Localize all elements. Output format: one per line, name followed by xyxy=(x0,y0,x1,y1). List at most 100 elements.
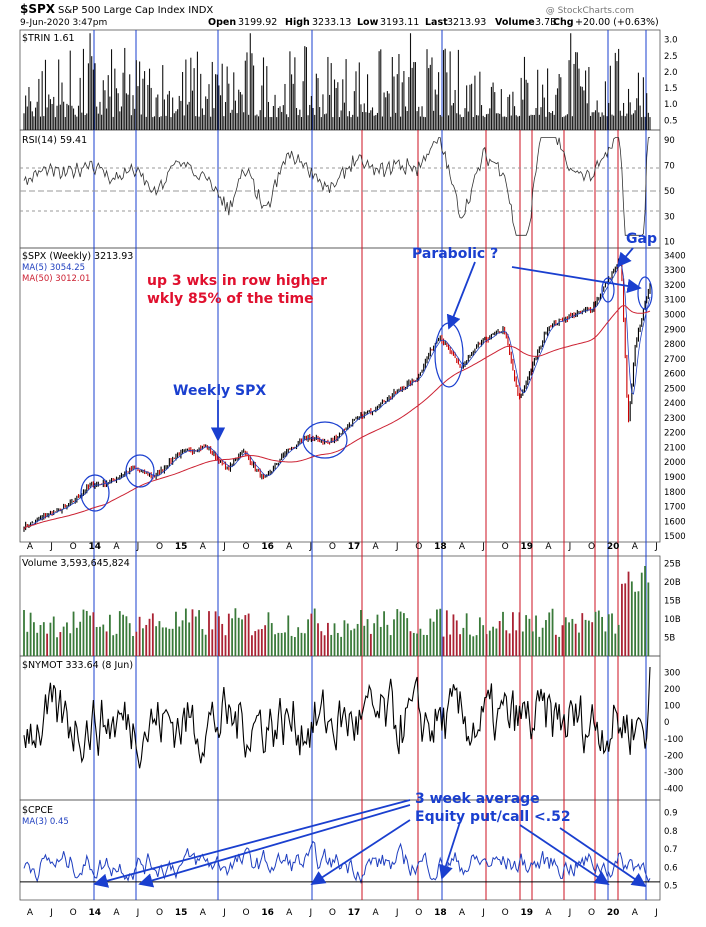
x-tick-label: A xyxy=(459,908,466,918)
x-tick-label: 16 xyxy=(261,542,274,552)
high-label: High xyxy=(285,17,310,28)
volume-bar xyxy=(317,623,319,656)
volume-bar xyxy=(122,614,125,656)
volume-bar xyxy=(198,610,200,656)
x-tick-label: A xyxy=(27,542,34,552)
volume-bar xyxy=(545,620,547,656)
volume-bar xyxy=(373,623,376,656)
x-tick-label: J xyxy=(49,908,53,918)
price-y-tick: 2800 xyxy=(664,340,686,350)
x-tick-label: J xyxy=(222,908,226,918)
annotation-circle xyxy=(302,421,348,459)
volume-bar xyxy=(558,636,561,656)
volume-bar xyxy=(264,625,267,656)
x-tick-label: 18 xyxy=(434,542,447,552)
tick-labels: A A J J O O 14 14 A A J J O O 15 15 A A J J O O 16 16 A A J J O O 17 17… xyxy=(27,36,686,918)
volume-bar xyxy=(66,622,68,656)
volume-bar xyxy=(419,628,422,656)
volume-bar xyxy=(432,621,435,656)
cpce-y-tick: 0.6 xyxy=(664,863,678,873)
chg-label: Chg xyxy=(553,17,574,28)
x-tick-label: J xyxy=(654,542,658,552)
volume-bar xyxy=(350,630,352,656)
volume-bar xyxy=(465,613,468,656)
x-tick-label: O xyxy=(70,542,77,552)
volume-bar xyxy=(33,622,35,656)
volume-bar xyxy=(56,637,58,656)
x-tick-label: O xyxy=(156,542,163,552)
volume-bar xyxy=(640,572,643,656)
volume-bar xyxy=(221,623,224,656)
volume-bar xyxy=(538,636,541,656)
volume-bar xyxy=(231,618,234,656)
nymot-y-tick: 0 xyxy=(664,718,669,728)
volume-bar xyxy=(89,615,91,656)
x-tick-label: 15 xyxy=(175,908,188,918)
volume-bar xyxy=(548,612,551,656)
x-tick-label: A xyxy=(459,542,466,552)
arrow-cpce-low-2018 xyxy=(439,821,461,880)
open-value: 3199.92 xyxy=(238,17,277,28)
volume-bar xyxy=(528,618,531,656)
x-tick-label: O xyxy=(415,908,422,918)
price-y-tick: 3200 xyxy=(664,281,686,291)
volume-bar xyxy=(280,632,283,656)
x-tick-label: O xyxy=(242,542,249,552)
volume-bar xyxy=(502,611,504,656)
arrow-parabolic-gap xyxy=(511,266,642,294)
volume-bar xyxy=(644,566,646,656)
volume-bar xyxy=(399,611,402,656)
volume-bar xyxy=(158,621,161,656)
volume-bar xyxy=(320,631,323,656)
nymot-y-tick: 200 xyxy=(664,685,680,695)
chg-value: +20.00 (+0.63%) xyxy=(575,17,659,28)
volume-bar xyxy=(498,621,501,656)
volume-bar xyxy=(485,634,488,656)
annotation-stat-line2: wkly 85% of the time xyxy=(147,291,314,307)
volume-bar xyxy=(621,583,623,656)
volume-bar xyxy=(277,632,280,656)
price-y-tick: 2300 xyxy=(664,414,686,424)
volume-bar xyxy=(611,613,613,656)
rsi-y-tick: 10 xyxy=(664,238,675,248)
volume-bar xyxy=(379,626,382,656)
volume-y-tick: 10B xyxy=(664,615,681,625)
volume-bar xyxy=(340,636,343,656)
x-tick-label: J xyxy=(136,908,140,918)
nymot-y-tick: 300 xyxy=(664,669,680,679)
volume-bar xyxy=(508,633,511,656)
chart-date: 9-Jun-2020 3:47pm xyxy=(20,18,107,28)
nymot-y-tick: -100 xyxy=(664,735,683,745)
volume-bar xyxy=(155,626,158,656)
volume-bar xyxy=(505,630,508,656)
cpce-ma3-line xyxy=(23,840,651,885)
volume-bar xyxy=(336,632,339,656)
volume-bar xyxy=(591,622,594,656)
nymot-label: $NYMOT 333.64 (8 Jun) xyxy=(22,660,133,671)
price-y-tick: 1600 xyxy=(664,517,686,527)
x-tick-label: A xyxy=(27,908,34,918)
volume-bar xyxy=(360,610,362,656)
volume-bar xyxy=(39,625,42,656)
x-tick-label: O xyxy=(588,908,595,918)
price-y-tick: 1800 xyxy=(664,488,686,498)
volume-bar xyxy=(290,635,293,656)
trin-y-tick: 2.5 xyxy=(664,52,678,62)
volume-bar xyxy=(161,627,164,656)
arrow-cpce-low-2020b xyxy=(559,827,647,888)
volume-bar xyxy=(36,632,39,656)
x-tick-label: J xyxy=(568,542,572,552)
x-tick-label: J xyxy=(49,542,53,552)
series-layer xyxy=(20,33,660,885)
x-tick-label: O xyxy=(502,542,509,552)
x-tick-label: A xyxy=(286,908,293,918)
volume-bar xyxy=(105,631,108,656)
volume-bar xyxy=(62,626,65,656)
volume-bar xyxy=(396,609,399,656)
annotation-arrows xyxy=(80,247,653,888)
price-y-tick: 2000 xyxy=(664,458,686,468)
volume-bar xyxy=(386,624,389,656)
x-tick-label: A xyxy=(545,542,552,552)
volume-bar xyxy=(227,613,230,656)
